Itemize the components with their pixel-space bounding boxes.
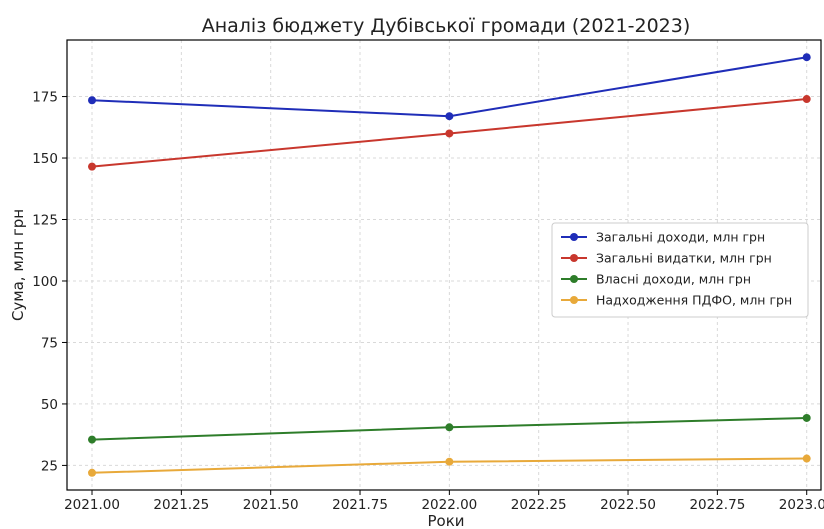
y-tick-label: 125 [32, 213, 58, 229]
y-tick-label: 75 [41, 335, 58, 351]
x-tick-label: 2022.25 [511, 497, 567, 513]
y-tick-label: 50 [41, 397, 58, 413]
y-tick-label: 100 [32, 274, 58, 290]
plot-frame [66, 39, 822, 491]
x-tick-label: 2022.75 [689, 497, 745, 513]
x-tick-label: 2023.00 [779, 497, 824, 513]
data-point-0 [802, 53, 811, 62]
legend-entry-label: Загальні видатки, млн грн [596, 251, 772, 266]
legend-swatch-marker [570, 254, 578, 262]
x-axis-label: Роки [427, 512, 464, 529]
y-axis-label: Сума, млн грн [9, 209, 27, 321]
legend-entry-label: Загальні доходи, млн грн [596, 230, 765, 245]
data-point-2 [445, 423, 454, 432]
series-layer [88, 53, 811, 477]
data-point-1 [445, 129, 454, 138]
x-tick-label: 2022.00 [421, 497, 477, 513]
y-tick-label: 150 [32, 151, 58, 167]
legend-swatch-marker [570, 275, 578, 283]
data-point-3 [88, 468, 97, 477]
x-tick-label: 2022.50 [600, 497, 656, 513]
x-tick-label: 2021.00 [64, 497, 120, 513]
data-point-2 [88, 435, 97, 444]
data-point-3 [802, 454, 811, 463]
x-tick-label: 2021.50 [243, 497, 299, 513]
axis-ticks: 2021.00 2021.25 2021.50 2021.75 2022.00 2022.… [32, 90, 824, 513]
data-point-0 [445, 112, 454, 121]
data-point-1 [802, 95, 811, 104]
legend-entry-label: Надходження ПДФО, млн грн [596, 293, 792, 308]
y-tick-label: 175 [32, 90, 58, 106]
data-point-1 [88, 162, 97, 171]
x-tick-label: 2021.75 [332, 497, 388, 513]
legend-box [551, 222, 809, 318]
data-point-3 [445, 457, 454, 466]
y-tick-label: 25 [41, 458, 58, 474]
legend-swatch-marker [570, 233, 578, 241]
data-point-0 [88, 96, 97, 105]
data-point-2 [802, 413, 811, 422]
legend: Загальні доходи, млн грн Загальні видатки… [551, 222, 809, 318]
x-tick-label: 2021.25 [153, 497, 209, 513]
chart-title: Аналіз бюджету Дубівської громади (2021-… [202, 15, 691, 37]
legend-entry-label: Власні доходи, млн грн [596, 272, 751, 287]
legend-swatch-marker [570, 296, 578, 304]
